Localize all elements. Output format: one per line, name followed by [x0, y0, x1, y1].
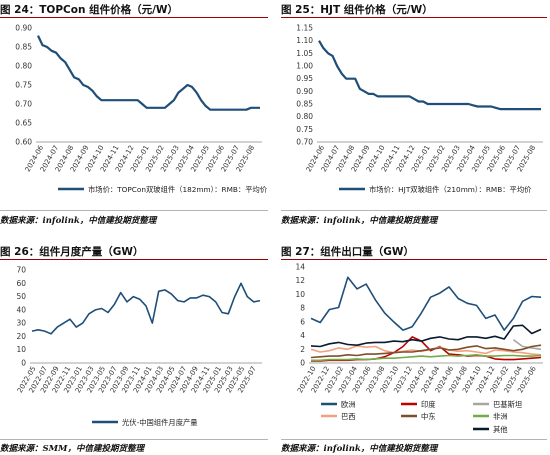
chart-title: 图 25：HJT 组件价格（元/W） — [281, 4, 433, 16]
y-tick-label: 4 — [300, 331, 305, 340]
title-rule — [0, 17, 268, 18]
y-tick-label: 0 — [21, 359, 26, 368]
legend-label: 光伏-中国组件月度产量 — [122, 418, 198, 427]
legend-label: 其他 — [493, 425, 508, 434]
legend-label: 非洲 — [493, 412, 508, 421]
source-rule — [0, 210, 268, 211]
chart-title: 图 27：组件出口量（GW） — [281, 246, 414, 258]
y-tick-label: 8 — [300, 304, 305, 313]
title-rule — [281, 17, 547, 18]
legend-label: 欧洲 — [341, 400, 356, 409]
hjt-price-chart: 0.70 0.75 0.80 0.85 0.90 0.95 1.00 1.05 1.10 1.15… — [296, 24, 543, 194]
source-rule — [281, 439, 547, 440]
y-tick-label: 0.65 — [15, 119, 32, 128]
legend-label: 市场价：HJT双玻组件（210mm）：RMB：平均价 — [369, 185, 532, 194]
y-tick-label: 0.85 — [296, 100, 313, 109]
panel-module-production: 图 26：组件月度产量（GW） 0 10 20 30 40 50 60 70 2022-05 20… — [0, 242, 270, 455]
panel-module-export: 图 27：组件出口量（GW） 0 2 4 6 8 10 12 14 2022-10 2022-12… — [281, 242, 550, 455]
series-line-4 — [310, 344, 542, 359]
y-tick-label: 0 — [300, 359, 305, 368]
y-tick-label: 12 — [295, 276, 305, 285]
y-tick-label: 10 — [295, 290, 305, 299]
y-tick-label: 20 — [16, 332, 26, 341]
y-tick-label: 0.90 — [296, 87, 313, 96]
source-note: 数据来源：infolink，中信建投期货整理 — [281, 444, 438, 454]
y-tick-label: 0.60 — [15, 138, 32, 147]
source-rule — [281, 210, 547, 211]
y-tick-label: 1.05 — [296, 49, 313, 58]
chart-title: 图 24：TOPCon 组件价格（元/W） — [0, 4, 179, 16]
y-tick-label: 10 — [16, 345, 26, 354]
y-tick-label: 1.00 — [296, 62, 313, 71]
y-tick-label: 0.85 — [15, 43, 32, 52]
module-production-chart: 0102030405060702022-052022-072022-092022… — [16, 266, 262, 427]
series-line-5 — [311, 354, 542, 362]
legend-label: 巴基斯坦 — [493, 400, 522, 409]
y-tick-label: 2 — [300, 345, 305, 354]
title-rule — [0, 259, 268, 260]
y-tick-label: 1.10 — [296, 36, 313, 45]
y-tick-label: 0.95 — [296, 74, 313, 83]
y-tick-label: 0.80 — [296, 112, 313, 121]
module-export-chart: 024681012142022-102022-122023-022023-042… — [295, 263, 543, 434]
series-line-0 — [318, 40, 541, 111]
panel-topcon-price: 图 24：TOPCon 组件价格（元/W） 0.60 0.65 0.70 0.75 0.… — [0, 0, 270, 226]
y-tick-label: 0.75 — [296, 125, 313, 134]
title-rule — [281, 259, 547, 260]
y-tick-label: 6 — [300, 317, 305, 326]
y-tick-label: 40 — [16, 305, 26, 314]
y-tick-label: 60 — [16, 279, 26, 288]
chart-title: 图 26：组件月度产量（GW） — [0, 246, 144, 258]
y-tick-label: 70 — [16, 266, 26, 275]
series-line-0 — [31, 282, 261, 335]
source-note: 数据来源：infolink，中信建投期货整理 — [0, 216, 157, 226]
source-note: 数据来源：infolink，中信建投期货整理 — [281, 216, 438, 226]
legend-label: 市场价：TOPCon双玻组件（182mm）：RMB：平均价 — [88, 185, 268, 194]
legend-label: 印度 — [421, 400, 436, 409]
source-note: 数据来源：SMM，中信建投期货整理 — [0, 444, 144, 454]
y-tick-label: 0.70 — [15, 100, 32, 109]
panel-hjt-price: 图 25：HJT 组件价格（元/W） 0.70 0.75 0.80 0.85 0.90 0… — [281, 0, 550, 226]
series-line-0 — [310, 276, 542, 331]
legend-label: 巴西 — [341, 412, 356, 421]
y-tick-label: 14 — [295, 263, 305, 272]
topcon-price-chart: 0.600.650.700.750.800.850.902024-062024-… — [15, 24, 268, 194]
series-line-6 — [310, 324, 542, 348]
y-tick-label: 0.70 — [296, 138, 313, 147]
y-tick-label: 1.15 — [296, 24, 313, 33]
y-tick-label: 0.90 — [15, 24, 32, 33]
series-line-0 — [37, 35, 260, 111]
y-tick-label: 50 — [16, 292, 26, 301]
legend-label: 中东 — [421, 412, 436, 421]
source-rule — [0, 439, 268, 440]
y-tick-label: 0.75 — [15, 81, 32, 90]
y-tick-label: 0.80 — [15, 62, 32, 71]
y-tick-label: 30 — [16, 319, 26, 328]
